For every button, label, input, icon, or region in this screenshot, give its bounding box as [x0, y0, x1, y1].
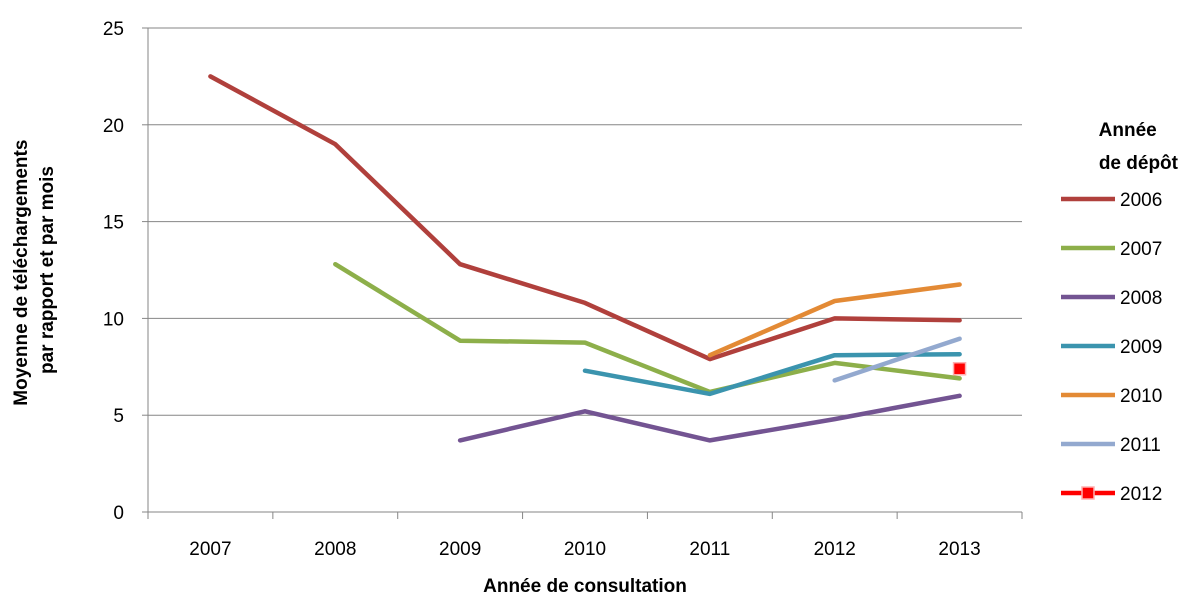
legend-label-2009: 2009: [1120, 337, 1162, 358]
series-line-2009: [582, 351, 962, 397]
x-tick-label-2009: 2009: [439, 539, 481, 560]
series-line-2010: [707, 282, 962, 358]
y-axis-title: Moyenne de téléchargements par rapport e…: [11, 134, 58, 405]
legend-label-2010: 2010: [1120, 386, 1162, 407]
x-tick-label-2011: 2011: [689, 539, 730, 560]
y-tick-label-15: 15: [103, 213, 124, 234]
x-tick-label-2008: 2008: [314, 539, 356, 560]
y-axis-title-line-2: par rapport et par mois: [37, 166, 58, 374]
axes: [147, 28, 1023, 519]
gridlines: [148, 27, 1022, 416]
series-line-2007: [333, 261, 962, 395]
x-tick-labels: 2007 2008 2009 2010 2011 2012 2013: [189, 539, 980, 560]
legend-label-2008: 2008: [1120, 288, 1162, 309]
legend-label-2011: 2011: [1120, 435, 1161, 456]
y-tick-label-10: 10: [103, 309, 124, 330]
x-tick-label-2007: 2007: [189, 539, 231, 560]
series-line-2008: [457, 393, 962, 443]
series-line-2006: [208, 74, 962, 362]
y-axis-title-line-1: Moyenne de téléchargements: [11, 140, 32, 406]
y-tick-label-25: 25: [103, 19, 124, 40]
x-tick-label-2013: 2013: [938, 539, 980, 560]
x-axis-title: Année de consultation: [483, 576, 687, 597]
series-line-2011: [832, 336, 962, 383]
legend-marker-2012: [1081, 486, 1095, 500]
series-lines: [208, 74, 967, 443]
y-tick-label-0: 0: [113, 503, 124, 524]
x-tick-label-2012: 2012: [814, 539, 856, 560]
y-tick-labels: 0 5 10 15 20 25: [103, 19, 148, 524]
x-tick-label-2010: 2010: [564, 539, 606, 560]
legend-label-2012: 2012: [1120, 484, 1162, 505]
y-tick-label-20: 20: [103, 116, 124, 137]
legend-title-line-2: de dépôt: [1099, 153, 1179, 174]
legend-title: Année de dépôt: [1099, 120, 1179, 174]
legend-label-2006: 2006: [1120, 190, 1162, 211]
y-tick-label-5: 5: [113, 406, 124, 427]
legend: Année de dépôt 2006 2007 2008 2009 2010 2011 2…: [1061, 120, 1179, 505]
legend-title-line-1: Année: [1099, 120, 1157, 141]
legend-label-2007: 2007: [1120, 239, 1162, 260]
series-marker-2012-0: [952, 361, 967, 376]
